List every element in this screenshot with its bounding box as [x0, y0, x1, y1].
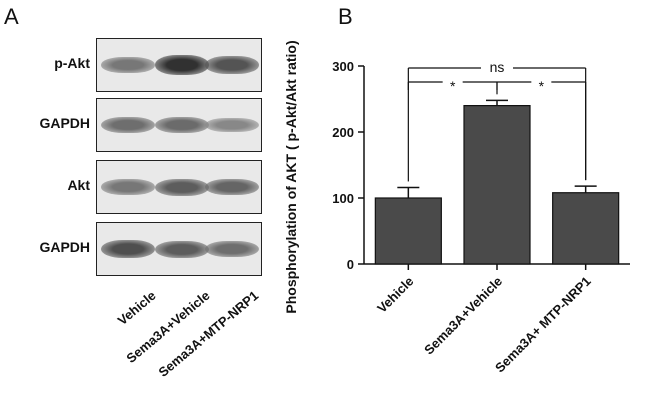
- significance-label: ns: [490, 59, 505, 75]
- blot-band: [101, 179, 155, 195]
- y-axis-label: Phosphorylation of AKT ( p-Akt/Akt ratio…: [283, 40, 299, 313]
- bar: [374, 197, 442, 265]
- bar: [552, 192, 620, 265]
- y-tick-label: 0: [347, 257, 354, 272]
- blot-label: p-Akt: [54, 55, 90, 71]
- blot-band: [155, 116, 209, 134]
- y-tick-label: 300: [332, 59, 354, 74]
- blot-band: [101, 240, 155, 258]
- blot-band: [205, 241, 259, 257]
- blot-image: [96, 98, 262, 152]
- panel-a-letter: A: [4, 4, 19, 29]
- lane-label: Vehicle: [114, 287, 159, 329]
- blot-image: [96, 160, 262, 214]
- bar: [463, 104, 531, 265]
- panel-b-letter: B: [338, 4, 353, 29]
- significance-label: *: [539, 78, 545, 94]
- blot-band: [101, 57, 155, 73]
- blot-band: [205, 56, 259, 74]
- blot-label: GAPDH: [39, 115, 90, 131]
- x-category-label: Vehicle: [374, 274, 416, 316]
- blot-image: [96, 222, 262, 276]
- blot-image: [96, 38, 262, 92]
- blot-band: [205, 117, 259, 133]
- blot-band: [155, 178, 209, 196]
- blot-band: [155, 240, 209, 258]
- y-tick-label: 200: [332, 125, 354, 140]
- blot-label: Akt: [67, 177, 90, 193]
- x-category-label: Sema3A+ MTP-NRP1: [492, 274, 594, 376]
- y-tick-label: 100: [332, 191, 354, 206]
- x-category-label: Sema3A+Vehicle: [421, 274, 505, 358]
- blot-band: [155, 55, 209, 75]
- significance-label: *: [450, 78, 456, 94]
- bar-chart: 0 100 200 300 Phosphorylation of AKT ( p-Akt…: [283, 40, 630, 376]
- blot-band: [205, 178, 259, 196]
- blot-band: [101, 117, 155, 133]
- blot-label: GAPDH: [39, 239, 90, 255]
